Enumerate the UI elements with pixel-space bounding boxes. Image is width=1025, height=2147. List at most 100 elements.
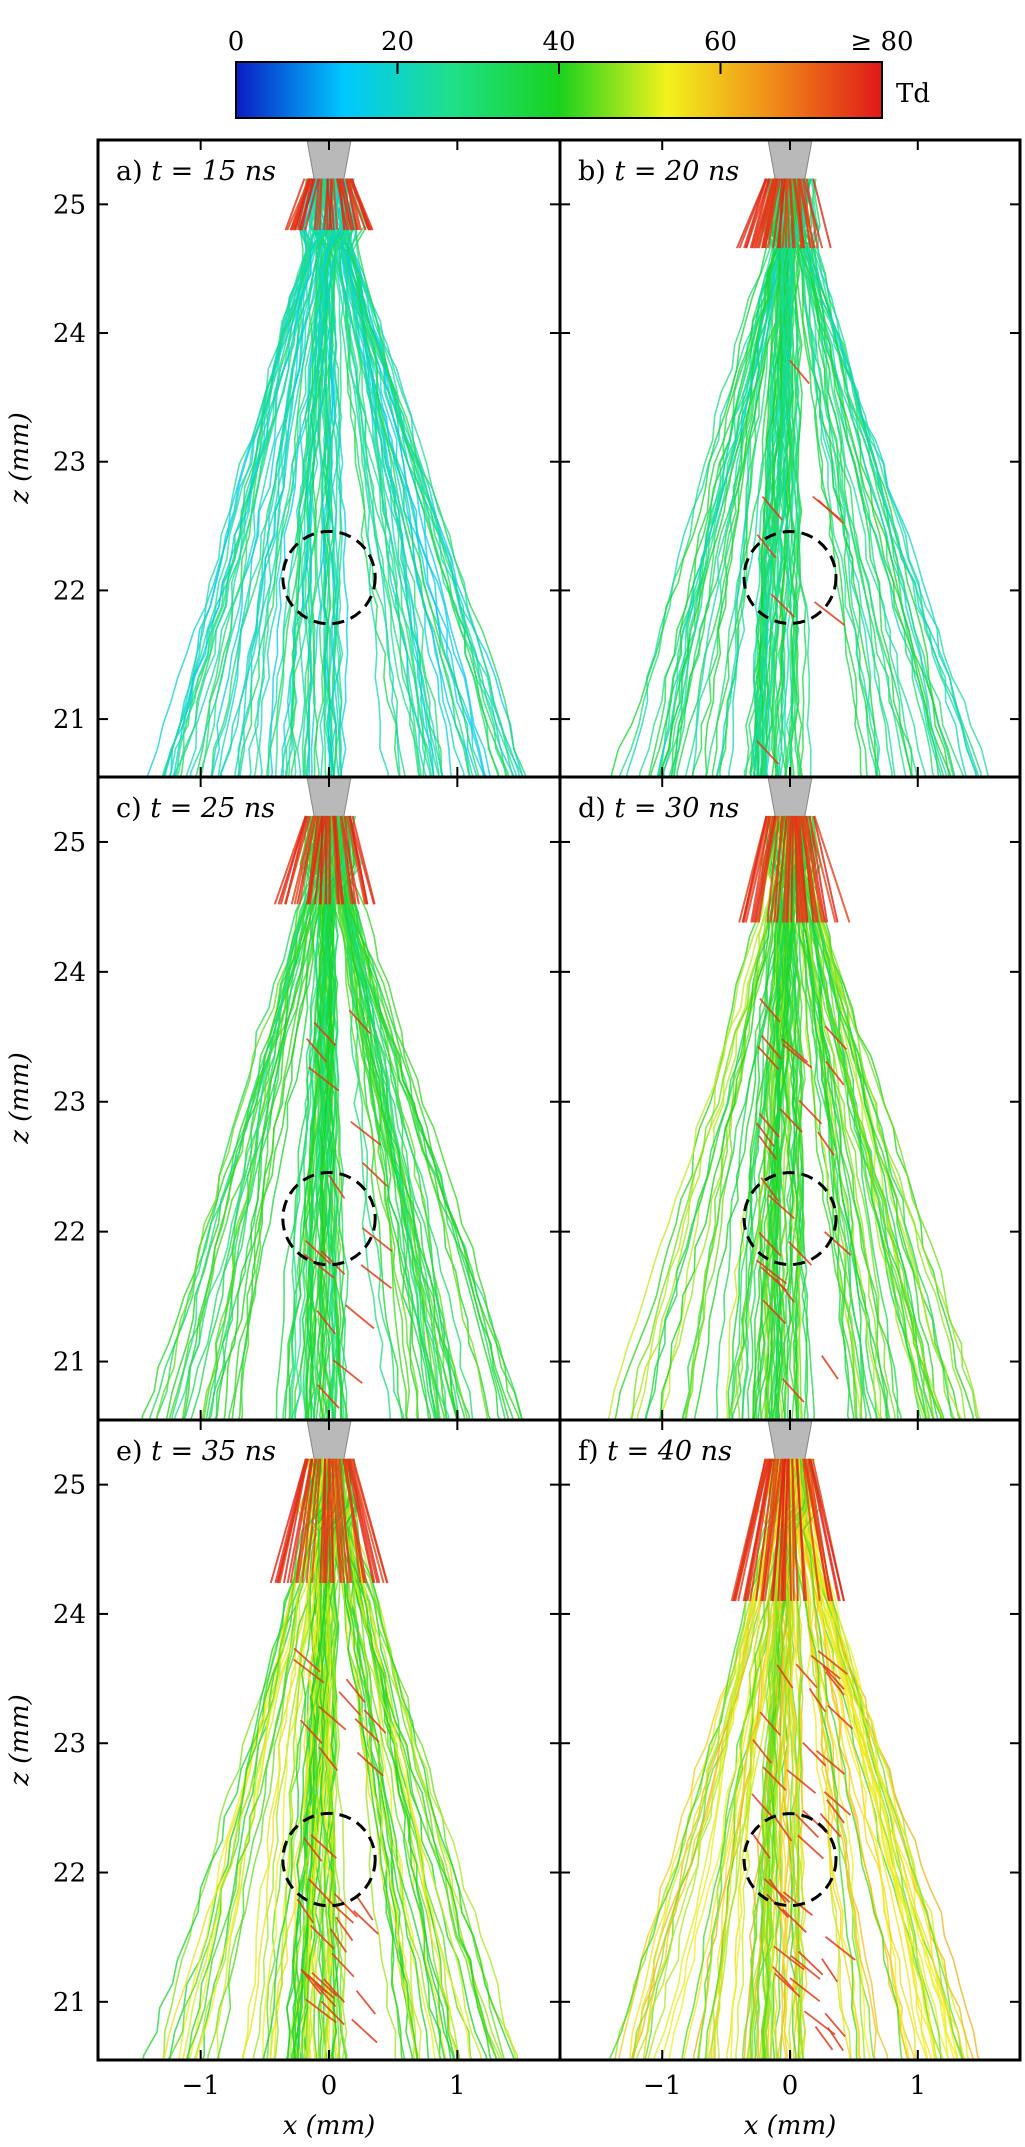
hot-filament [352,1458,389,1584]
hot-barb [363,1709,387,1734]
hot-filament [310,1458,322,1583]
hot-filament [305,1458,320,1584]
hot-filament [805,815,826,923]
hot-filament [791,1458,795,1602]
hot-filament [316,178,323,231]
z-tick-label: 23 [53,1729,86,1759]
hot-barb [335,1916,354,1942]
hot-filament [801,178,815,249]
hot-filament [307,815,324,905]
hot-barb [333,1893,358,1918]
hot-barb [821,1355,839,1380]
hot-barb [756,1045,780,1071]
colorbar: 0 20 40 60 ≥ 80 Td [228,27,930,119]
streamer-filament [305,178,355,777]
hot-barb [770,593,796,618]
hot-barb [751,1793,774,1818]
streamer-filament [169,1458,335,2060]
hot-barb [752,1739,772,1764]
hot-barb [345,1678,366,1704]
hot-barb [817,1131,835,1156]
hot-filament [300,178,315,231]
hot-barb [328,1174,346,1200]
streamer-filament [242,1458,351,2060]
hot-barb [320,1250,346,1276]
hot-barb [307,1878,332,1903]
hot-barb [350,1120,382,1146]
streamer-field [146,140,527,777]
hot-filament [326,178,333,231]
streamer-filament [782,178,805,777]
hot-filament [304,178,320,231]
streamer-filament [336,178,421,777]
hot-barb [353,1910,379,1935]
hot-filament [744,1458,772,1602]
streamer-filament [787,178,878,777]
hot-filament [795,1458,808,1602]
hot-barb [795,1663,818,1689]
hot-filament [324,1458,331,1583]
hot-barb [767,1194,796,1220]
panel-letter: b) [578,156,614,187]
hot-barb [824,1025,848,1051]
panel-label: b) t = 20 ns [578,156,739,187]
streamer-filament [647,178,813,777]
hot-barb [332,1359,363,1384]
hot-filament [767,178,780,249]
hot-barb [356,1751,384,1777]
panel-c: 21 22 23 24 25 c) t = 25 ns [53,775,562,1422]
hot-filament [279,815,307,905]
hot-barb [360,1264,392,1289]
streamer-filament [323,178,348,777]
streamer-filament [332,178,352,777]
colorbar-tick-label: 40 [542,27,575,57]
hot-filament [745,178,771,249]
z-tick-label: 21 [53,705,86,735]
hot-filament [751,815,774,923]
z-tick-label: 23 [53,448,86,478]
hot-filament [764,178,778,249]
hot-filament [339,815,353,905]
hot-filament [345,178,359,231]
streamer-filament [240,815,348,1420]
hot-barb [816,1750,846,1775]
highlight-circle [281,1811,377,1908]
hot-filament [284,178,306,231]
hot-barb [756,534,777,559]
hot-barb [810,1654,841,1680]
panel-time: t = 40 ns [607,1436,732,1467]
hot-barb [822,1665,845,1690]
hot-barb [759,997,781,1023]
hot-barb [351,2018,378,2044]
hot-barb [331,1952,355,1978]
hot-barb [362,1162,388,1187]
hot-barb [827,1704,854,1730]
streamer-filament [769,178,817,777]
highlight-circle [742,530,838,626]
streamer-filament [660,1458,776,2060]
hot-filament [296,178,310,231]
streamer-filament [228,815,341,1420]
hot-filament [298,815,317,905]
hot-barb [320,2000,345,2026]
streamer-field [142,1420,519,2060]
streamer-filament [219,178,345,777]
hot-filament [338,178,353,231]
hot-filament [345,178,361,231]
streamer-filament [802,1458,955,2060]
hot-filament [799,178,812,249]
streamer-filament [333,178,524,777]
hot-barb [758,1135,778,1160]
hot-filament [276,1458,309,1584]
hot-barb [789,359,810,385]
hot-barb [786,1769,817,1794]
hot-barb [355,1990,376,2015]
hot-filament [345,815,367,905]
hot-filament [347,178,362,231]
hot-filament [319,815,324,905]
hot-barb [798,1099,823,1125]
hot-filament [744,815,772,923]
panel-b: b) t = 20 ns [558,138,1022,779]
panel-time: t = 15 ns [151,156,276,187]
hot-barb [826,1799,845,1824]
